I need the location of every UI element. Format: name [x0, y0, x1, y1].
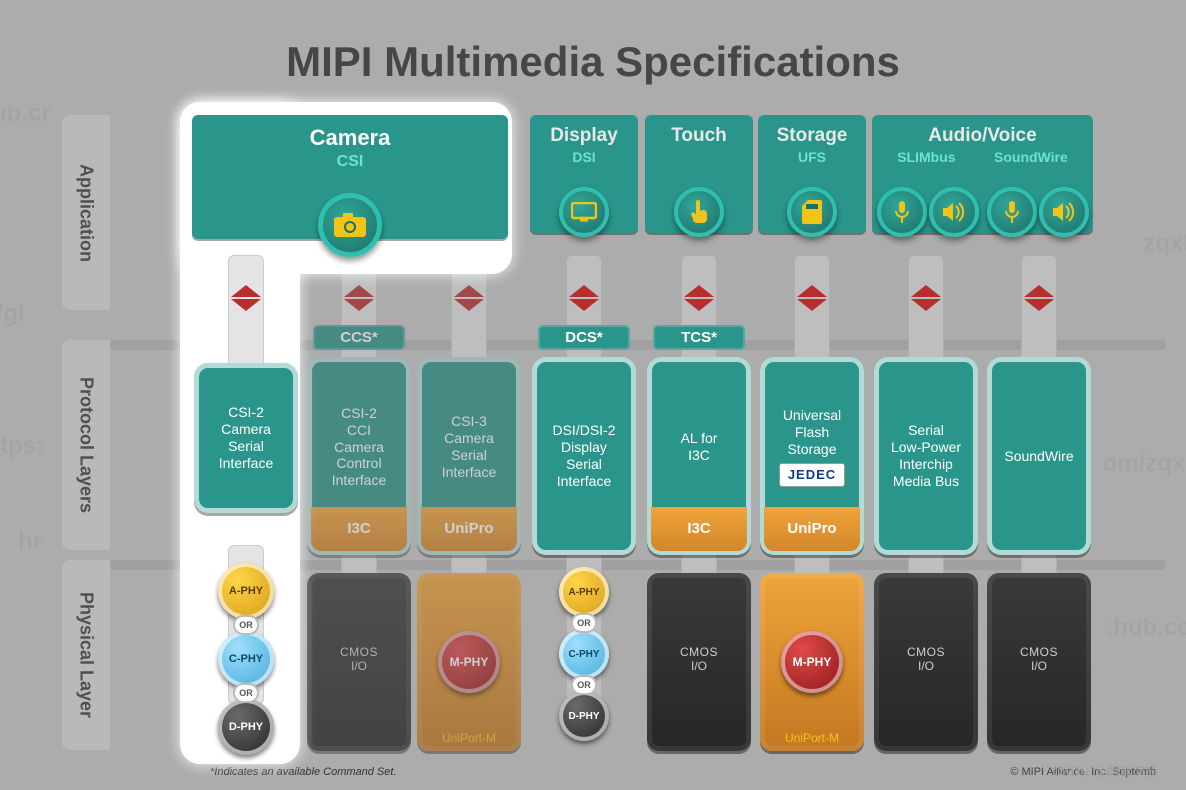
mic-icon: [877, 187, 927, 237]
bg-text: :hub.co: [1105, 614, 1186, 642]
row-label-protocol: Protocol Layers: [62, 340, 110, 550]
speaker-icon: [1039, 187, 1089, 237]
bg-text: om/zqxl: [1103, 450, 1186, 478]
phys-dark: CMOS I/O: [307, 573, 411, 751]
app-box-audio: Audio/Voice SLIMbus SoundWire: [872, 115, 1093, 233]
bg-text: zqxl: [1143, 230, 1186, 258]
phy-stack: A-PHY OR C-PHY OR D-PHY: [559, 567, 609, 741]
phys-dark: CMOS I/O: [987, 573, 1091, 751]
proto-bottom: UniPro: [421, 507, 517, 551]
proto-text: CSI-2CameraSerialInterface: [200, 381, 292, 495]
proto-csi3: CSI-3CameraSerialInterface UniPro: [417, 357, 521, 555]
phy-m-circle: M-PHY: [438, 631, 500, 693]
phy-stack: A-PHY OR C-PHY OR D-PHY: [218, 563, 274, 755]
phys-dark: CMOS I/O: [874, 573, 978, 751]
mic-icon: [987, 187, 1037, 237]
proto-bottom: I3C: [651, 507, 747, 551]
app-subtitle: CSI: [198, 153, 502, 171]
row-label-application: Application: [62, 115, 110, 310]
bg-text: hr: [18, 528, 42, 556]
phy-a-circle: A-PHY: [559, 567, 609, 617]
storage-icon: [787, 187, 837, 237]
row-label-physical: Physical Layer: [62, 560, 110, 750]
proto-dsi: DSI/DSI-2DisplaySerialInterface: [532, 357, 636, 555]
app-box-display: Display DSI: [530, 115, 638, 233]
touch-icon: [674, 187, 724, 237]
tag-dcs: DCS*: [538, 325, 630, 350]
app-subtitle: SLIMbus: [897, 149, 955, 165]
proto-text: UniversalFlashStorage JEDEC: [766, 375, 858, 519]
camera-icon: [318, 193, 382, 257]
or-pill: OR: [571, 675, 597, 695]
app-title: Camera: [198, 125, 502, 151]
display-icon: [559, 187, 609, 237]
proto-text: SerialLow-PowerInterchipMedia Bus: [880, 375, 972, 537]
bg-text: ub.cr: [0, 100, 51, 128]
app-subtitle: SoundWire: [994, 149, 1068, 165]
speaker-icon: [929, 187, 979, 237]
watermark: CSDN @朝拿夕揽: [1052, 761, 1158, 780]
proto-touch: AL forI3C I3C: [647, 357, 751, 555]
phy-m-circle: M-PHY: [781, 631, 843, 693]
jedec-logo: JEDEC: [779, 463, 845, 487]
or-pill: OR: [571, 613, 597, 633]
proto-text: CSI-2CCICameraControlInterface: [313, 375, 405, 519]
proto-slimbus: SerialLow-PowerInterchipMedia Bus: [874, 357, 978, 555]
app-title: Storage: [764, 125, 860, 147]
bg-text: //gi: [0, 300, 25, 328]
app-box-camera: Camera CSI: [192, 115, 508, 239]
app-title: Display: [536, 125, 632, 147]
phy-d-circle: D-PHY: [559, 691, 609, 741]
phys-dark: CMOS I/O: [647, 573, 751, 751]
app-subtitle: DSI: [536, 149, 632, 165]
app-box-storage: Storage UFS: [758, 115, 866, 233]
proto-text: CSI-3CameraSerialInterface: [423, 375, 515, 519]
app-subtitle: UFS: [764, 149, 860, 165]
footnote: *Indicates an available Command Set.: [210, 766, 397, 778]
bg-text: ttps:: [0, 432, 44, 460]
proto-bottom: UniPro: [764, 507, 860, 551]
proto-text: DSI/DSI-2DisplaySerialInterface: [538, 375, 630, 537]
phy-c-circle: C-PHY: [559, 629, 609, 679]
app-title: Touch: [651, 125, 747, 147]
phy-c-circle: C-PHY: [218, 631, 274, 687]
proto-ufs: UniversalFlashStorage JEDEC UniPro: [760, 357, 864, 555]
tag-ccs: CCS*: [313, 325, 405, 350]
proto-bottom: I3C: [311, 507, 407, 551]
or-pill: OR: [233, 683, 259, 703]
proto-text: AL forI3C: [653, 375, 745, 519]
or-pill: OR: [233, 615, 259, 635]
proto-cci: CSI-2CCICameraControlInterface I3C: [307, 357, 411, 555]
phy-d-circle: D-PHY: [218, 699, 274, 755]
proto-text: SoundWire: [993, 375, 1085, 537]
proto-csi2: CSI-2CameraSerialInterface: [194, 363, 298, 513]
phy-a-circle: A-PHY: [218, 563, 274, 619]
page-title: MIPI Multimedia Specifications: [0, 38, 1186, 86]
tag-tcs: TCS*: [653, 325, 745, 350]
app-box-touch: Touch: [645, 115, 753, 233]
app-title: Audio/Voice: [878, 125, 1087, 147]
proto-soundwire: SoundWire: [987, 357, 1091, 555]
